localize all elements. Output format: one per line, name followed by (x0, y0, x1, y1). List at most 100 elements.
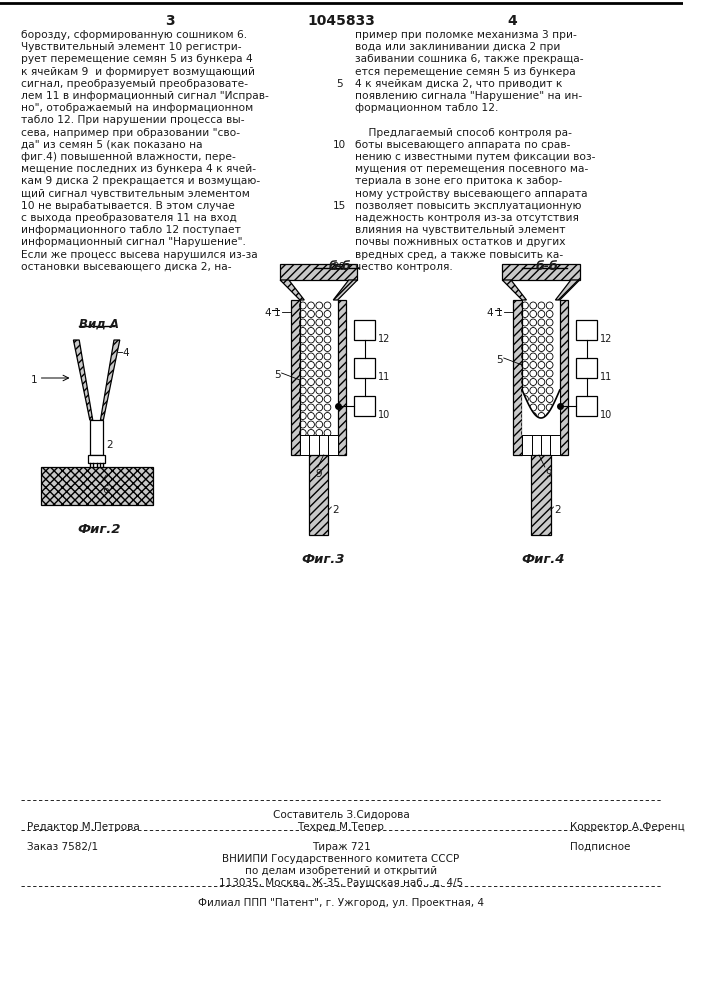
Text: 3: 3 (165, 14, 175, 28)
Text: влияния на чувствительный элемент: влияния на чувствительный элемент (356, 225, 566, 235)
Text: фиг.4) повышенной влажности, пере-: фиг.4) повышенной влажности, пере- (21, 152, 236, 162)
Text: Техред М.Тепер: Техред М.Тепер (298, 822, 385, 832)
Text: почвы пожнивных остатков и других: почвы пожнивных остатков и других (356, 237, 566, 247)
Bar (354, 358, 375, 378)
Text: 4: 4 (264, 308, 271, 318)
Bar (328, 435, 338, 455)
Text: 20: 20 (332, 262, 346, 272)
Text: рует перемещение семян 5 из бункера 4: рует перемещение семян 5 из бункера 4 (21, 54, 253, 64)
Polygon shape (74, 340, 93, 420)
Text: сева, например при образовании "сво-: сева, например при образовании "сво- (21, 128, 240, 138)
Polygon shape (100, 340, 119, 420)
Text: да" из семян 5 (как показано на: да" из семян 5 (как показано на (21, 140, 203, 150)
Text: 1: 1 (496, 308, 503, 318)
Text: вредных сред, а также повысить ка-: вредных сред, а также повысить ка- (356, 250, 563, 260)
Text: чество контроля.: чество контроля. (356, 262, 453, 272)
Text: мущения от перемещения посевного ма-: мущения от перемещения посевного ма- (356, 164, 589, 174)
Text: формационном табло 12.: формационном табло 12. (356, 103, 499, 113)
Text: ному устройству высевающего аппарата: ному устройству высевающего аппарата (356, 189, 588, 199)
Text: 4: 4 (123, 348, 129, 358)
Text: лем 11 в информационный сигнал "Исправ-: лем 11 в информационный сигнал "Исправ- (21, 91, 269, 101)
Text: ется перемещение семян 5 из бункера: ется перемещение семян 5 из бункера (356, 67, 576, 77)
Text: Корректор А.Ференц: Корректор А.Ференц (570, 822, 684, 832)
Polygon shape (531, 455, 551, 535)
Text: с выхода преобразователя 11 на вход: с выхода преобразователя 11 на вход (21, 213, 237, 223)
Text: 10: 10 (332, 140, 346, 150)
Text: Если же процесс высева нарушился из-за: Если же процесс высева нарушился из-за (21, 250, 258, 260)
Bar (90, 420, 103, 455)
Text: 2: 2 (554, 505, 561, 515)
Text: Филиал ППП "Патент", г. Ужгород, ул. Проектная, 4: Филиал ППП "Патент", г. Ужгород, ул. Про… (198, 898, 484, 908)
Text: Редактор М.Петрова: Редактор М.Петрова (27, 822, 140, 832)
Text: Чувствительный элемент 10 регистри-: Чувствительный элемент 10 регистри- (21, 42, 242, 52)
Text: ВНИИПИ Государственного комитета СССР: ВНИИПИ Государственного комитета СССР (223, 854, 460, 864)
Text: Фиг.2: Фиг.2 (77, 523, 121, 536)
Text: териала в зоне его притока к забор-: териала в зоне его притока к забор- (356, 176, 563, 186)
Polygon shape (333, 280, 358, 300)
Text: 2: 2 (332, 505, 339, 515)
Text: нению с известными путем фиксации воз-: нению с известными путем фиксации воз- (356, 152, 596, 162)
Text: 1: 1 (274, 308, 281, 318)
Text: забивании сошника 6, также прекраща-: забивании сошника 6, также прекраща- (356, 54, 584, 64)
Text: Подписное: Подписное (570, 842, 630, 852)
Polygon shape (560, 300, 568, 455)
Text: 9: 9 (316, 469, 322, 479)
Text: 10: 10 (378, 410, 390, 420)
Text: 15: 15 (332, 201, 346, 211)
Bar (576, 396, 597, 416)
Text: Заказ 7582/1: Заказ 7582/1 (27, 842, 98, 852)
Bar (576, 320, 597, 340)
Polygon shape (40, 467, 153, 505)
Polygon shape (502, 264, 580, 280)
Text: остановки высевающего диска 2, на-: остановки высевающего диска 2, на- (21, 262, 232, 272)
Text: вода или заклинивании диска 2 при: вода или заклинивании диска 2 при (356, 42, 561, 52)
Text: 113035, Москва, Ж-35, Раушская наб., д. 4/5: 113035, Москва, Ж-35, Раушская наб., д. … (219, 878, 463, 888)
Text: сигнал, преобразуемый преобразовате-: сигнал, преобразуемый преобразовате- (21, 79, 248, 89)
Text: Предлагаемый способ контроля ра-: Предлагаемый способ контроля ра- (356, 128, 573, 138)
Polygon shape (502, 280, 527, 300)
Bar (354, 320, 375, 340)
Text: 5: 5 (496, 355, 503, 365)
Text: 4: 4 (507, 14, 517, 28)
Text: пример при поломке механизма 3 при-: пример при поломке механизма 3 при- (356, 30, 578, 40)
Bar (576, 358, 597, 378)
Text: 1045833: 1045833 (307, 14, 375, 28)
Text: 9: 9 (546, 469, 552, 479)
Text: 5: 5 (336, 79, 342, 89)
Text: по делам изобретений и открытий: по делам изобретений и открытий (245, 866, 437, 876)
Text: кам 9 диска 2 прекращается и возмущаю-: кам 9 диска 2 прекращается и возмущаю- (21, 176, 260, 186)
Text: 4 к ячейкам диска 2, что приводит к: 4 к ячейкам диска 2, что приводит к (356, 79, 563, 89)
Text: но", отображаемый на информационном: но", отображаемый на информационном (21, 103, 254, 113)
Bar (300, 435, 310, 455)
Text: Составитель З.Сидорова: Составитель З.Сидорова (273, 810, 409, 820)
Text: табло 12. При нарушении процесса вы-: табло 12. При нарушении процесса вы- (21, 115, 245, 125)
Text: б-б: б-б (536, 260, 559, 273)
Text: 10: 10 (600, 410, 612, 420)
Polygon shape (522, 390, 560, 435)
Text: 11: 11 (600, 372, 612, 382)
Polygon shape (556, 280, 580, 300)
Text: б-б: б-б (329, 260, 351, 273)
Text: 12: 12 (600, 334, 613, 344)
Text: 6: 6 (103, 485, 109, 495)
Bar (354, 396, 375, 416)
Text: боты высевающего аппарата по срав-: боты высевающего аппарата по срав- (356, 140, 571, 150)
Text: к ячейкам 9  и формирует возмущающий: к ячейкам 9 и формирует возмущающий (21, 67, 255, 77)
Bar (522, 435, 532, 455)
Text: информационного табло 12 поступает: информационного табло 12 поступает (21, 225, 241, 235)
Text: 11: 11 (378, 372, 390, 382)
Text: 5: 5 (274, 370, 281, 380)
Text: 12: 12 (378, 334, 390, 344)
Text: Тираж 721: Тираж 721 (312, 842, 370, 852)
Polygon shape (291, 300, 300, 455)
Text: 4: 4 (487, 308, 493, 318)
Text: Фиг.4: Фиг.4 (522, 553, 565, 566)
Polygon shape (79, 340, 114, 420)
Text: 10 не вырабатывается. В этом случае: 10 не вырабатывается. В этом случае (21, 201, 235, 211)
Bar (319, 435, 328, 455)
Polygon shape (280, 264, 358, 280)
Polygon shape (513, 300, 522, 455)
Bar (532, 435, 541, 455)
Text: Вид А: Вид А (79, 318, 119, 331)
Text: Фиг.3: Фиг.3 (301, 553, 345, 566)
